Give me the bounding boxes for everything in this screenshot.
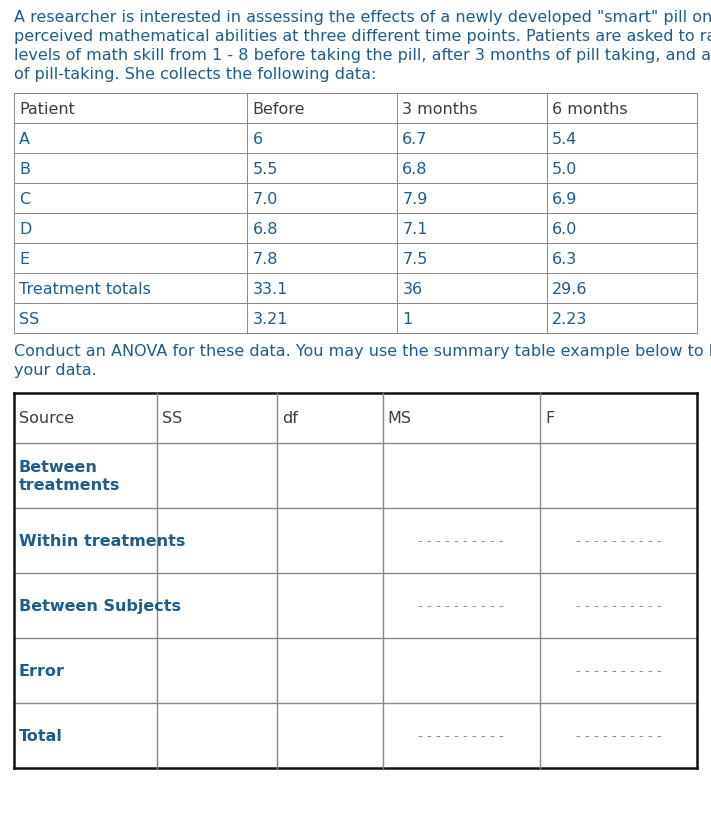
Text: 6.8: 6.8 bbox=[252, 222, 278, 237]
Text: 6.0: 6.0 bbox=[552, 222, 577, 237]
Text: - - - - - - - - - -: - - - - - - - - - - bbox=[576, 600, 661, 612]
Text: 6: 6 bbox=[252, 131, 262, 146]
Text: Treatment totals: Treatment totals bbox=[19, 281, 151, 296]
Text: A: A bbox=[19, 131, 30, 146]
Text: Between Subjects: Between Subjects bbox=[19, 598, 181, 614]
Text: perceived mathematical abilities at three different time points. Patients are as: perceived mathematical abilities at thre… bbox=[14, 29, 711, 44]
Text: B: B bbox=[19, 161, 30, 176]
Text: - - - - - - - - - -: - - - - - - - - - - bbox=[419, 729, 504, 742]
Text: 7.9: 7.9 bbox=[402, 191, 428, 206]
Text: Between: Between bbox=[19, 460, 98, 475]
Text: 6 months: 6 months bbox=[552, 102, 628, 117]
Text: 33.1: 33.1 bbox=[252, 281, 288, 296]
Text: 29.6: 29.6 bbox=[552, 281, 588, 296]
Text: Source: Source bbox=[19, 411, 74, 426]
Text: 7.0: 7.0 bbox=[252, 191, 278, 206]
Text: F: F bbox=[545, 411, 554, 426]
Text: 7.5: 7.5 bbox=[402, 251, 428, 266]
Text: 3.21: 3.21 bbox=[252, 311, 288, 326]
Text: 7.1: 7.1 bbox=[402, 222, 428, 237]
Text: Before: Before bbox=[252, 102, 305, 117]
Text: - - - - - - - - - -: - - - - - - - - - - bbox=[419, 534, 504, 547]
Text: Error: Error bbox=[19, 663, 65, 678]
Text: Total: Total bbox=[19, 728, 63, 743]
Text: SS: SS bbox=[19, 311, 39, 326]
Text: 7.8: 7.8 bbox=[252, 251, 278, 266]
Text: Patient: Patient bbox=[19, 102, 75, 117]
Text: 3 months: 3 months bbox=[402, 102, 478, 117]
Text: A researcher is interested in assessing the effects of a newly developed "smart": A researcher is interested in assessing … bbox=[14, 10, 711, 25]
Text: 2.23: 2.23 bbox=[552, 311, 587, 326]
Text: 6.7: 6.7 bbox=[402, 131, 428, 146]
Text: - - - - - - - - - -: - - - - - - - - - - bbox=[576, 664, 661, 677]
Text: 6.8: 6.8 bbox=[402, 161, 428, 176]
Text: - - - - - - - - - -: - - - - - - - - - - bbox=[419, 600, 504, 612]
Text: levels of math skill from 1 - 8 before taking the pill, after 3 months of pill t: levels of math skill from 1 - 8 before t… bbox=[14, 48, 711, 63]
Text: 5.0: 5.0 bbox=[552, 161, 577, 176]
Text: Conduct an ANOVA for these data. You may use the summary table example below to : Conduct an ANOVA for these data. You may… bbox=[14, 343, 711, 359]
Text: your data.: your data. bbox=[14, 362, 97, 378]
Text: SS: SS bbox=[162, 411, 183, 426]
Text: D: D bbox=[19, 222, 31, 237]
Text: Within treatments: Within treatments bbox=[19, 533, 186, 548]
Text: E: E bbox=[19, 251, 29, 266]
Text: 5.4: 5.4 bbox=[552, 131, 577, 146]
Text: 6.9: 6.9 bbox=[552, 191, 577, 206]
Text: MS: MS bbox=[387, 411, 412, 426]
Text: - - - - - - - - - -: - - - - - - - - - - bbox=[576, 729, 661, 742]
Text: treatments: treatments bbox=[19, 477, 120, 492]
Text: 6.3: 6.3 bbox=[552, 251, 577, 266]
Text: df: df bbox=[282, 411, 298, 426]
Text: 36: 36 bbox=[402, 281, 422, 296]
Text: of pill-taking. She collects the following data:: of pill-taking. She collects the followi… bbox=[14, 67, 376, 82]
Text: 5.5: 5.5 bbox=[252, 161, 278, 176]
Text: 1: 1 bbox=[402, 311, 412, 326]
Text: - - - - - - - - - -: - - - - - - - - - - bbox=[576, 534, 661, 547]
Text: C: C bbox=[19, 191, 30, 206]
